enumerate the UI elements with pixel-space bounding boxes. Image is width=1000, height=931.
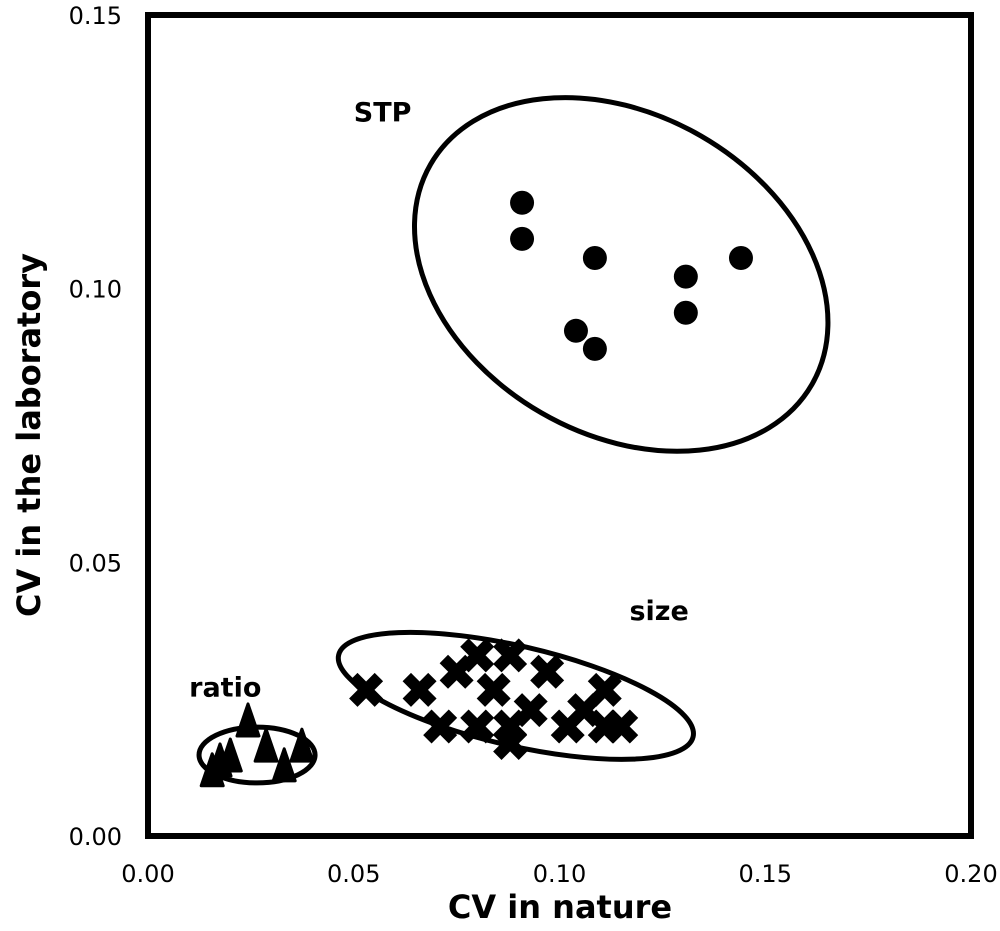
point-circle-stp [510, 190, 535, 215]
group-label-stp: STP [354, 98, 412, 129]
y-tick-label: 0.15 [69, 2, 122, 30]
point-cross-size [349, 672, 384, 707]
point-cross-size [460, 709, 495, 744]
x-tick-label: 0.20 [944, 860, 997, 888]
ellipse-size [335, 629, 696, 762]
point-cross-size [402, 672, 437, 707]
point-circle-stp [673, 264, 698, 289]
point-cross-size [493, 638, 528, 673]
point-cross-size [423, 709, 458, 744]
x-tick-label: 0.10 [533, 860, 586, 888]
plot-frame [145, 12, 974, 839]
point-triangle-ratio [207, 742, 233, 778]
y-tick-label: 0.00 [69, 823, 122, 851]
ellipse-stp [411, 95, 831, 454]
point-circle-stp [582, 336, 607, 361]
point-circle-stp [563, 318, 588, 343]
point-triangle-ratio [289, 727, 315, 763]
y-tick-label: 0.10 [69, 276, 122, 304]
point-cross-size [439, 654, 474, 689]
x-tick-label: 0.15 [739, 860, 792, 888]
y-axis-ticks: 0.00 0.05 0.10 0.15 [69, 2, 122, 851]
point-cross-size [550, 709, 585, 744]
point-circle-stp [673, 300, 698, 325]
y-axis-title: CV in the laboratory [10, 253, 48, 617]
markers [199, 190, 753, 788]
point-circle-stp [510, 226, 535, 251]
point-triangle-ratio [271, 747, 297, 783]
point-triangle-ratio [253, 727, 279, 763]
point-cross-size [604, 709, 639, 744]
x-axis-ticks: 0.00 0.05 0.10 0.15 0.20 [121, 860, 997, 888]
point-circle-stp [728, 246, 753, 271]
x-tick-label: 0.00 [121, 860, 174, 888]
x-axis-title: CV in nature [448, 888, 672, 926]
point-triangle-ratio [235, 702, 261, 738]
group-label-size: size [629, 596, 688, 627]
point-cross-size [476, 672, 511, 707]
point-cross-size [530, 654, 565, 689]
y-tick-label: 0.05 [69, 549, 122, 577]
annotations: STP size ratio [189, 98, 689, 704]
group-label-ratio: ratio [189, 672, 261, 703]
point-cross-size [493, 725, 528, 760]
x-tick-label: 0.05 [327, 860, 380, 888]
point-circle-stp [582, 246, 607, 271]
